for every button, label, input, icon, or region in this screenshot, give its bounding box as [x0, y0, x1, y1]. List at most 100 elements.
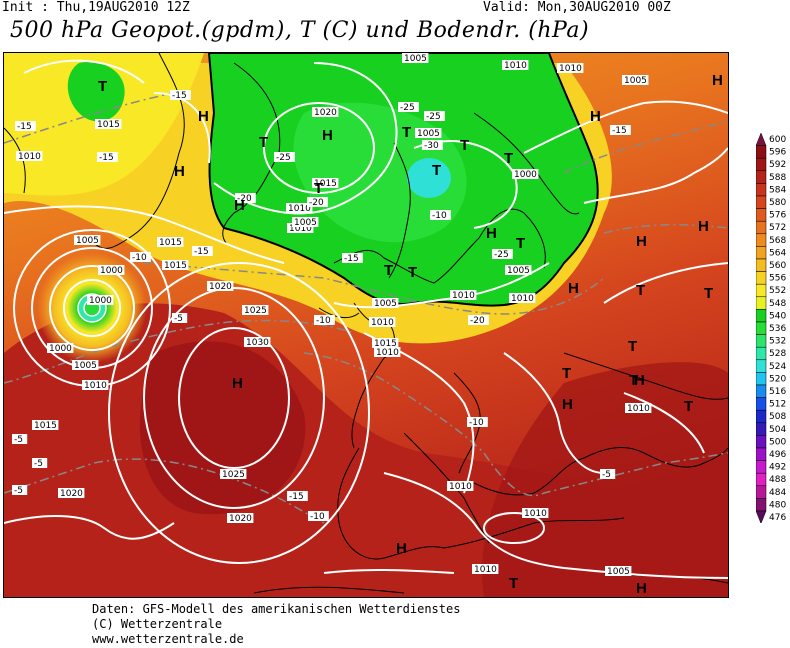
- legend-swatch: [756, 485, 767, 499]
- pressure-label: 1005: [74, 361, 97, 371]
- legend-value: 552: [769, 286, 786, 296]
- legend-value: 600: [769, 135, 786, 145]
- legend-swatch: [756, 157, 767, 172]
- temperature-label: -15: [289, 492, 304, 502]
- init-time: Init : Thu,19AUG2010 12Z: [2, 0, 190, 15]
- temperature-label: -20: [309, 198, 324, 208]
- copyright: (C) Wetterzentrale: [92, 617, 223, 631]
- temperature-label: -25: [494, 250, 509, 260]
- pressure-label-box: [74, 235, 101, 245]
- temperature-label-box: [314, 315, 335, 325]
- temperature-label-box: [15, 121, 36, 131]
- legend-swatch: [756, 283, 767, 298]
- pressure-label-box: [522, 508, 549, 518]
- pressure-label: 1015: [164, 261, 187, 271]
- legend-swatch: [756, 422, 767, 436]
- temperature-label: -15: [344, 254, 359, 264]
- pressure-label: 1005: [607, 567, 630, 577]
- legend-value: 536: [769, 324, 786, 334]
- legend-value: 528: [769, 349, 786, 359]
- temperature-label-box: [468, 315, 489, 325]
- pressure-label-box: [292, 217, 319, 227]
- pressure-label: 1020: [229, 514, 252, 524]
- legend-swatch: [756, 435, 767, 449]
- pressure-label-box: [605, 566, 632, 576]
- pressure-system-marker: H: [486, 225, 497, 242]
- pressure-label-box: [372, 338, 399, 348]
- temperature-label: -10: [316, 316, 331, 326]
- temperature-label: -15: [194, 247, 209, 257]
- legend-value: 584: [769, 185, 786, 195]
- pressure-label-box: [227, 513, 254, 523]
- warm-core-east: [482, 362, 728, 597]
- legend-value: 492: [769, 463, 786, 473]
- legend-value: 580: [769, 198, 786, 208]
- legend-swatch: [756, 321, 767, 335]
- pressure-label-box: [58, 488, 85, 498]
- pressure-label: 1005: [624, 76, 647, 86]
- legend-swatch: [756, 183, 767, 197]
- legend-value: 596: [769, 148, 786, 158]
- pressure-system-marker: H: [174, 163, 185, 180]
- pressure-system-marker: T: [509, 575, 518, 592]
- temperature-label-box: [342, 253, 363, 263]
- pressure-label-box: [447, 481, 474, 491]
- legend-value: 512: [769, 400, 786, 410]
- pressure-label: 1010: [504, 61, 527, 71]
- pressure-label: 1000: [514, 170, 537, 180]
- pressure-label-box: [207, 281, 234, 291]
- legend-swatch: [756, 409, 767, 424]
- legend-swatch: [756, 233, 767, 247]
- pressure-label-box: [157, 237, 184, 247]
- temperature-label: -25: [276, 153, 291, 163]
- legend-swatch: [756, 195, 767, 209]
- pressure-label-box: [557, 63, 584, 73]
- pressure-label: 1005: [417, 129, 440, 139]
- pressure-label: 1010: [449, 482, 472, 492]
- pressure-label: 1000: [89, 296, 112, 306]
- legend-swatch: [756, 447, 767, 461]
- legend-value: 488: [769, 475, 786, 485]
- pressure-system-marker: H: [636, 233, 647, 250]
- temperature-label-box: [424, 111, 445, 121]
- footer-credits: Daten: GFS-Modell des amerikanischen Wet…: [92, 602, 460, 647]
- temperature-label: -25: [400, 103, 415, 113]
- pressure-label: 1000: [49, 344, 72, 354]
- temperature-label: -15: [17, 122, 32, 132]
- pressure-system-marker: T: [516, 235, 525, 252]
- pressure-label: 1010: [18, 152, 41, 162]
- pressure-label: 1010: [627, 404, 650, 414]
- pressure-label-box: [82, 380, 109, 390]
- temperature-label-box: [308, 511, 329, 521]
- pressure-system-marker: H: [322, 127, 333, 144]
- pressure-label: 1010: [376, 348, 399, 358]
- temperature-label: -30: [424, 141, 439, 151]
- temperature-label: -15: [172, 91, 187, 101]
- pressure-label: 1005: [374, 299, 397, 309]
- temperature-label-box: [600, 469, 616, 479]
- pressure-system-marker: H: [562, 396, 573, 413]
- pressure-label-box: [95, 119, 122, 129]
- pressure-label-box: [72, 360, 99, 370]
- pressure-system-marker: H: [234, 197, 245, 214]
- legend-value: 496: [769, 450, 786, 460]
- pressure-label: 1015: [34, 421, 57, 431]
- temperature-label: -15: [612, 126, 627, 136]
- temperature-label: -10: [310, 512, 325, 522]
- legend-value: 532: [769, 337, 786, 347]
- pressure-label: 1010: [559, 64, 582, 74]
- legend-value: 500: [769, 437, 786, 447]
- pressure-system-marker: H: [396, 540, 407, 557]
- temperature-label: -5: [14, 435, 23, 445]
- pressure-label: 1015: [374, 339, 397, 349]
- cold-lobe-north: [67, 62, 125, 122]
- legend-value: 564: [769, 248, 786, 258]
- temperature-label: -20: [470, 316, 485, 326]
- pressure-label: 1010: [371, 318, 394, 328]
- pressure-label-box: [625, 403, 652, 413]
- pressure-label: 1020: [60, 489, 83, 499]
- pressure-label: 1005: [507, 266, 530, 276]
- temperature-label-box: [192, 246, 213, 256]
- pressure-label-box: [244, 337, 271, 347]
- legend-value: 508: [769, 412, 786, 422]
